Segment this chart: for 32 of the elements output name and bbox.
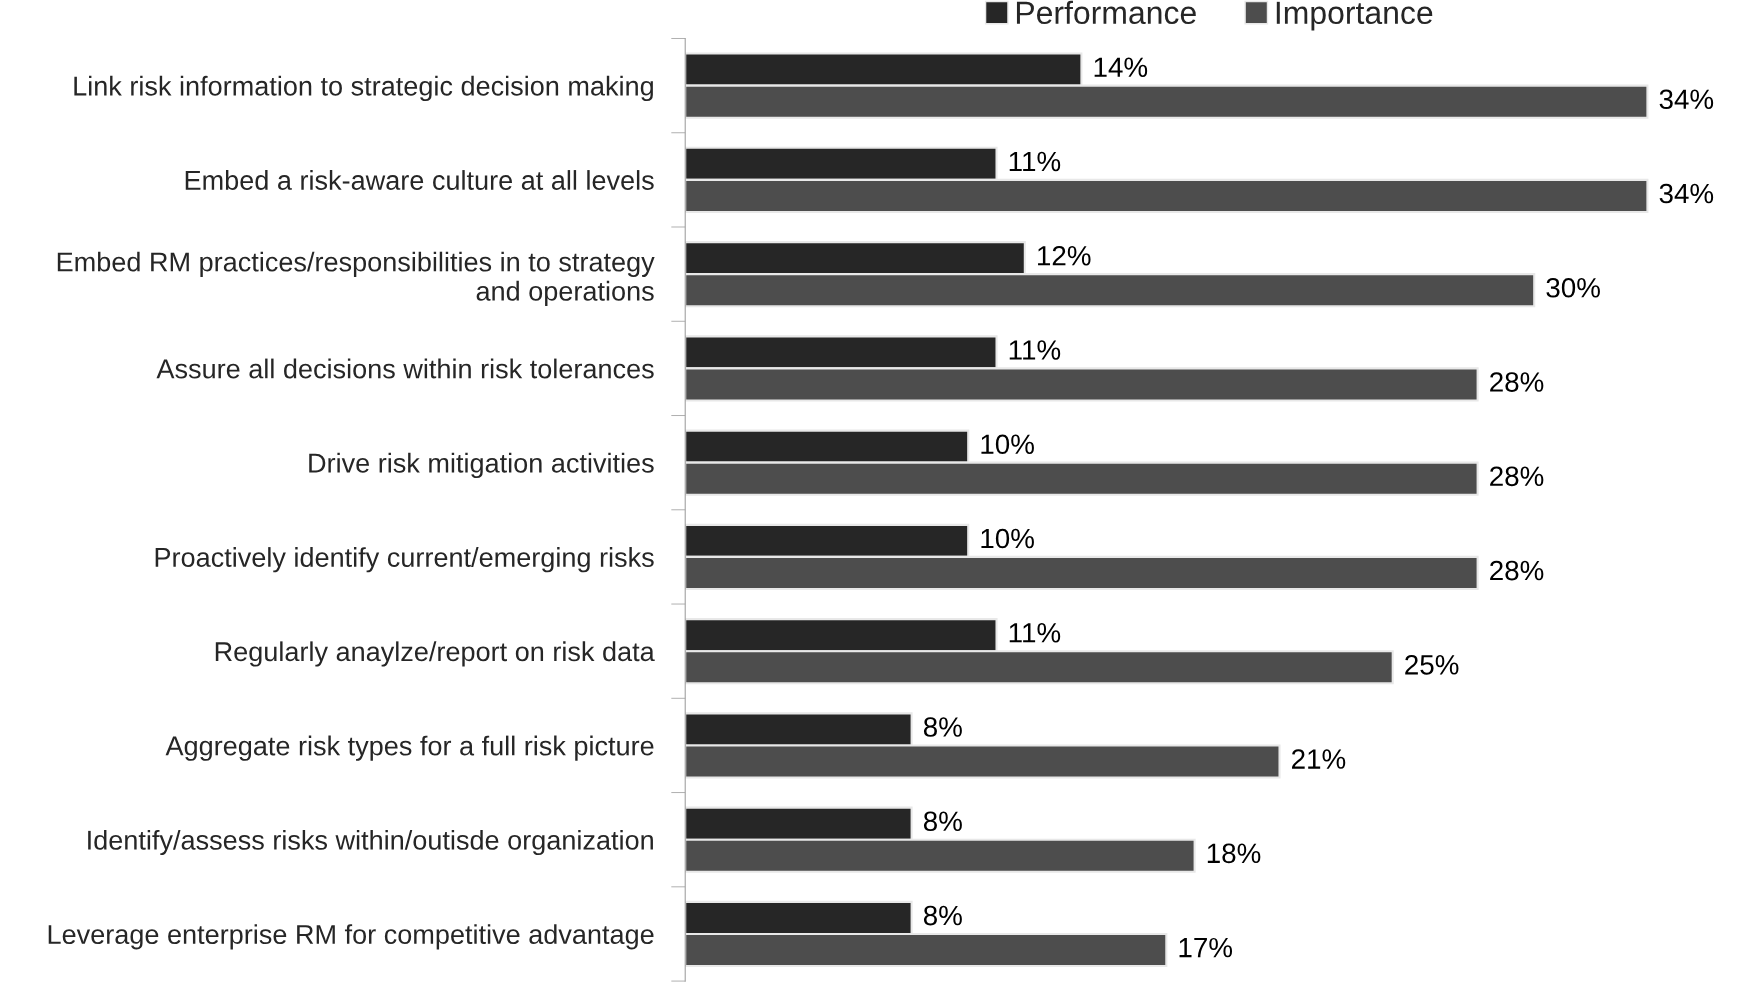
- data-label: 10%: [981, 434, 1034, 455]
- data-label: 17%: [1179, 937, 1233, 958]
- data-label: 11%: [1009, 340, 1061, 360]
- data-label: 34%: [1659, 89, 1714, 110]
- y-tick-label: Identify/assess risks within/outisde organization: [88, 829, 653, 856]
- y-tick-label: Embed RM practices/responsibilities in to strategy and operations: [57, 251, 655, 307]
- data-label: 28%: [1490, 372, 1544, 392]
- legend-label: Importance: [1276, 1, 1433, 31]
- data-label: 14%: [1094, 57, 1148, 77]
- data-label: 18%: [1207, 843, 1261, 864]
- y-tick-label: Link risk information to strategic decision making: [74, 75, 653, 102]
- y-tick-label: Aggregate risk types for a full risk picture: [165, 735, 654, 761]
- data-label: 25%: [1405, 654, 1459, 675]
- data-label: 11%: [1009, 151, 1061, 172]
- data-label: 12%: [1038, 245, 1091, 266]
- data-label: 10%: [981, 528, 1034, 549]
- data-label: 21%: [1292, 749, 1346, 769]
- data-label: 28%: [1490, 560, 1544, 581]
- data-label: 30%: [1546, 277, 1600, 298]
- legend-label: Performance: [1016, 0, 1196, 25]
- y-tick-label: Proactively identify current/emerging risks: [155, 547, 654, 573]
- data-label: 8%: [923, 811, 962, 832]
- y-tick-label: Assure all decisions within risk tolerances: [156, 358, 654, 379]
- data-label: 28%: [1490, 466, 1544, 487]
- data-label: 8%: [923, 717, 962, 737]
- y-tick-label: Embed a risk-aware culture at all levels: [185, 170, 654, 190]
- y-tick-label: Leverage enterprise RM for competitive advantage: [48, 924, 654, 950]
- y-tick-label: Drive risk mitigation activities: [309, 452, 654, 479]
- data-label: 8%: [923, 905, 962, 926]
- data-label: 34%: [1659, 183, 1714, 204]
- y-tick-label: Regularly anaylze/report on risk data: [215, 641, 655, 667]
- data-label: 11%: [1009, 623, 1061, 643]
